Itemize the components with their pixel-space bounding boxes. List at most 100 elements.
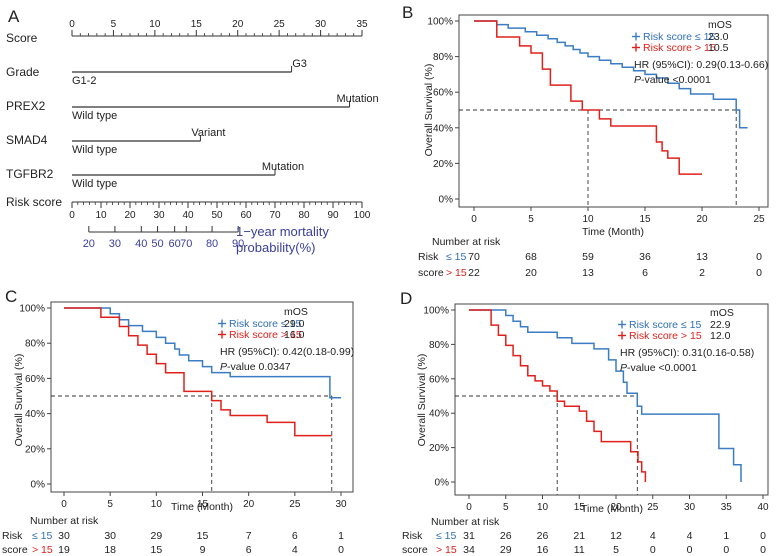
risk-table-cell: 59 [582, 251, 594, 263]
probability-tick-label: 60 [169, 238, 181, 250]
risk-table-cell: 4 [687, 530, 693, 542]
y-tick-label: 80% [429, 340, 449, 351]
legend-mos-value: 22.9 [710, 319, 731, 331]
risk-table-cell: 6 [642, 267, 648, 279]
legend-mos-value: 10.5 [708, 42, 729, 54]
tick-label: 5 [111, 19, 117, 30]
x-tick-label: 15 [574, 502, 586, 513]
nomogram-row-label: Grade [6, 65, 40, 79]
probability-tick-label: 90 [232, 238, 244, 250]
risk-table-cell: 0 [338, 544, 344, 556]
x-tick-label: 25 [753, 214, 765, 225]
panel-a: A Score 0 5 10 15 20 25 30 35 Grade G1-2 G3 PREX2 Wild… [6, 7, 379, 255]
tick-label: 0 [69, 19, 75, 30]
probability-label-line2: probability(%) [236, 240, 315, 255]
nomogram-row-label: TGFBR2 [6, 167, 54, 181]
risk-table-cell: 0 [723, 544, 729, 556]
x-tick-label: 10 [537, 502, 549, 513]
x-tick-label: 0 [61, 499, 67, 510]
panel-label-c: C [5, 287, 17, 306]
y-tick-label: 100% [19, 304, 45, 315]
x-tick-label: 20 [696, 214, 708, 225]
variable-level-label: Mutation [336, 93, 378, 105]
probability-tick-label: 80 [206, 238, 218, 250]
risk-table-cell: 13 [582, 267, 594, 279]
legend-label: Risk score ≤ 15 [229, 318, 301, 330]
legend-mos-value: 16.0 [284, 329, 305, 341]
risk-table-cell: 20 [525, 267, 537, 279]
risk-table-row-label: Risk [402, 530, 423, 542]
risk-table-cell: 2 [699, 267, 705, 279]
risk-table-group-label: ≤ 15 [446, 251, 467, 263]
risk-table-title: Number at risk [432, 236, 501, 248]
legend-label: Risk score ≤ 15 [643, 31, 715, 43]
x-tick-label: 0 [471, 214, 477, 225]
risk-table-group-label: > 15 [436, 544, 457, 556]
p-letter: P [220, 361, 227, 373]
risk-table-cell: 70 [468, 251, 480, 263]
tick-label: 10 [95, 210, 107, 221]
x-tick-label: 0 [466, 502, 472, 513]
tick-label: 90 [327, 210, 339, 221]
x-tick-label: 30 [335, 499, 347, 510]
x-axis-title: Time (Month) [171, 501, 233, 513]
legend-label: Risk score > 15 [629, 330, 702, 342]
legend-label: Risk score > 15 [643, 42, 716, 54]
hazard-ratio-text: HR (95%CI): 0.31(0.16-0.58) [620, 347, 754, 359]
risk-table-row-label: Risk [418, 251, 439, 263]
x-tick-label: 15 [639, 214, 651, 225]
risk-table-cell: 11 [574, 544, 585, 556]
plot-frame [454, 303, 769, 496]
x-tick-label: 10 [151, 499, 163, 510]
probability-tick-label: 50 [151, 238, 163, 250]
risk-table-cell: 19 [58, 544, 70, 556]
risk-table-cell: 9 [200, 544, 206, 556]
y-tick-label: 40% [25, 409, 45, 420]
legend-label: Risk score ≤ 15 [629, 319, 701, 331]
tick-label: 25 [274, 19, 286, 30]
plot-frame [458, 14, 769, 208]
variable-level-label: G1-2 [72, 75, 96, 87]
risk-table-cell: 0 [650, 544, 656, 556]
hazard-ratio-text: HR (95%CI): 0.42(0.18-0.99) [220, 346, 354, 358]
x-tick-label: 25 [647, 502, 659, 513]
risk-table-cell: 7 [246, 530, 252, 542]
x-tick-label: 35 [721, 502, 733, 513]
p-value: -value 0.0347 [227, 361, 291, 373]
y-tick-label: 60% [25, 374, 45, 385]
risk-table-cell: 13 [696, 251, 708, 263]
x-tick-label: 40 [757, 502, 769, 513]
y-tick-label: 100% [423, 306, 449, 317]
risk-table-cell: 21 [573, 530, 585, 542]
nomogram-row-label: Risk score [6, 195, 62, 209]
risk-table-group-label: > 15 [32, 544, 53, 556]
risk-table-group-label: ≤ 15 [32, 530, 53, 542]
risk-table-cell: 4 [292, 544, 298, 556]
risk-table-row-label: score [2, 544, 28, 556]
risk-table-title: Number at risk [431, 516, 500, 528]
y-tick-label: 40% [429, 409, 449, 420]
risk-table-row-label: score [418, 267, 444, 279]
tick-label: 0 [69, 210, 75, 221]
y-tick-label: 0% [31, 480, 46, 491]
p-letter: P [634, 74, 641, 86]
x-tick-label: 5 [528, 214, 534, 225]
tick-label: 70 [269, 210, 281, 221]
risk-table-cell: 0 [760, 530, 766, 542]
p-value: -value <0.0001 [627, 362, 697, 374]
x-tick-label: 5 [503, 502, 509, 513]
tick-label: 60 [240, 210, 252, 221]
x-tick-label: 25 [289, 499, 301, 510]
risk-table-cell: 15 [197, 530, 209, 542]
risk-table-cell: 30 [58, 530, 70, 542]
panel-label-d: D [400, 289, 412, 308]
y-tick-label: 0% [439, 195, 454, 206]
variable-level-label: Wild type [72, 110, 117, 122]
legend-mos-value: 12.0 [710, 330, 731, 342]
p-letter: P [620, 362, 627, 374]
panel-label-b: B [402, 3, 413, 22]
survival-curve-blue [64, 307, 341, 399]
y-axis-title: Overall Survival (%) [416, 354, 428, 447]
tick-label: 30 [315, 19, 327, 30]
